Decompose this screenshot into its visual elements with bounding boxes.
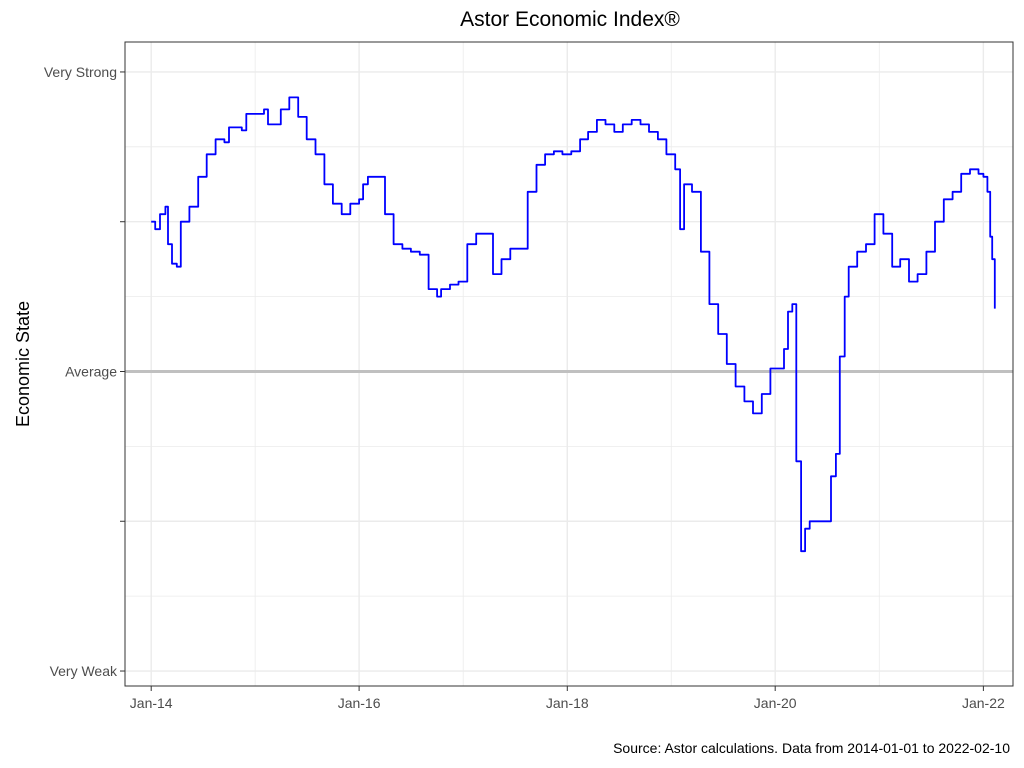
x-axis: Jan-14 Jan-16 Jan-18 Jan-20 Jan-22 [130, 686, 1005, 711]
y-tick-label: Very Strong [44, 64, 117, 80]
y-tick-label: Very Weak [50, 663, 118, 679]
x-tick-label: Jan-18 [546, 695, 589, 711]
y-axis-title: Economic State [13, 301, 33, 427]
x-tick-label: Jan-16 [338, 695, 381, 711]
y-tick-label: Average [65, 363, 117, 379]
x-tick-label: Jan-14 [130, 695, 173, 711]
chart-caption: Source: Astor calculations. Data from 20… [613, 740, 1010, 756]
chart-title: Astor Economic Index® [460, 8, 680, 31]
series-line-astor-index [151, 96, 996, 553]
plot-border [124, 41, 1014, 687]
x-tick-label: Jan-20 [754, 695, 797, 711]
grid [125, 42, 1013, 686]
x-tick-label: Jan-22 [962, 695, 1005, 711]
y-axis: Very Strong Average Very Weak [44, 64, 125, 679]
